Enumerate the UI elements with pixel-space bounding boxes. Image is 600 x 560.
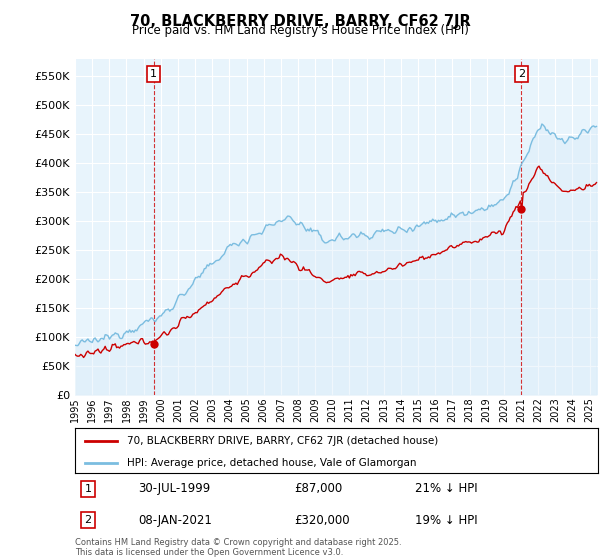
- Text: 19% ↓ HPI: 19% ↓ HPI: [415, 514, 478, 526]
- Text: 30-JUL-1999: 30-JUL-1999: [138, 482, 210, 496]
- Text: HPI: Average price, detached house, Vale of Glamorgan: HPI: Average price, detached house, Vale…: [127, 458, 417, 468]
- Text: Price paid vs. HM Land Registry's House Price Index (HPI): Price paid vs. HM Land Registry's House …: [131, 24, 469, 36]
- Text: 1: 1: [150, 69, 157, 79]
- Text: 70, BLACKBERRY DRIVE, BARRY, CF62 7JR (detached house): 70, BLACKBERRY DRIVE, BARRY, CF62 7JR (d…: [127, 436, 439, 446]
- Text: 2: 2: [518, 69, 525, 79]
- Text: 70, BLACKBERRY DRIVE, BARRY, CF62 7JR: 70, BLACKBERRY DRIVE, BARRY, CF62 7JR: [130, 14, 470, 29]
- Text: 1: 1: [85, 484, 92, 494]
- Text: 08-JAN-2021: 08-JAN-2021: [138, 514, 212, 526]
- Text: Contains HM Land Registry data © Crown copyright and database right 2025.
This d: Contains HM Land Registry data © Crown c…: [75, 538, 401, 557]
- Text: 21% ↓ HPI: 21% ↓ HPI: [415, 482, 478, 496]
- Text: 2: 2: [85, 515, 92, 525]
- Text: £87,000: £87,000: [295, 482, 343, 496]
- Text: £320,000: £320,000: [295, 514, 350, 526]
